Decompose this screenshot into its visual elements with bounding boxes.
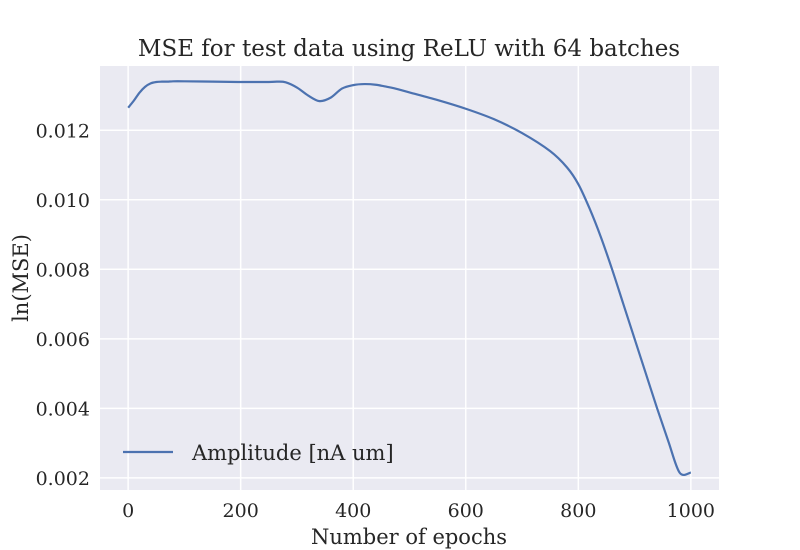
x-tick-label: 800 [560,500,596,522]
x-tick-label: 1000 [667,500,715,522]
y-axis-label: ln(MSE) [9,234,33,322]
y-tick-label: 0.010 [36,190,90,212]
y-tick-label: 0.008 [36,259,90,281]
x-tick-label: 200 [223,500,259,522]
y-tick-label: 0.012 [36,120,90,142]
x-axis-label: Number of epochs [311,525,507,549]
y-tick-label: 0.002 [36,468,90,490]
chart-title: MSE for test data using ReLU with 64 bat… [138,36,680,62]
x-tick-labels: 0 200 400 600 800 1000 [122,500,715,522]
y-tick-labels: 0.002 0.004 0.006 0.008 0.010 0.012 [36,120,90,490]
x-tick-label: 0 [122,500,134,522]
legend: Amplitude [nA um] [123,441,394,465]
y-tick-label: 0.004 [36,398,90,420]
series-line-amplitude [127,80,692,477]
y-tick-label: 0.006 [36,329,90,351]
series-group [127,80,692,477]
x-tick-label: 600 [448,500,484,522]
x-tick-label: 400 [335,500,371,522]
legend-label-amplitude: Amplitude [nA um] [191,441,394,465]
grid [100,66,719,490]
